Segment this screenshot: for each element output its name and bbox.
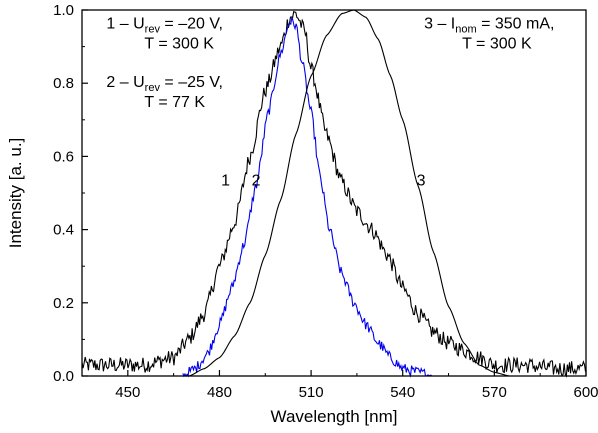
annotation-line2: T = 300 K (144, 35, 214, 52)
x-tick-label: 510 (299, 384, 324, 401)
series-line-1 (81, 10, 587, 378)
x-tick-label: 480 (207, 384, 232, 401)
y-tick-label: 0.6 (53, 148, 74, 165)
y-tick-label: 0.0 (53, 368, 74, 385)
annotation-line1: 1 – Urev = –20 V, (106, 15, 223, 35)
annotation-3: 3 – Inom = 350 mA,T = 300 K (424, 15, 554, 52)
annotation-1: 1 – Urev = –20 V,T = 300 K (106, 15, 223, 52)
annotation-line1: 2 – Urev = –25 V, (106, 74, 223, 94)
annotation-line2: T = 77 K (144, 94, 205, 111)
x-tick-label: 450 (115, 384, 140, 401)
x-tick-label: 540 (390, 384, 415, 401)
x-tick-label: 570 (482, 384, 507, 401)
curve-label-3: 3 (417, 173, 426, 190)
annotation-line2: T = 300 K (462, 35, 532, 52)
y-tick-label: 0.8 (53, 75, 74, 92)
y-tick-label: 0.4 (53, 222, 74, 239)
y-tick-label: 0.2 (53, 295, 74, 312)
y-axis-title: Intensity [a. u.] (6, 138, 25, 249)
annotations: 1 2 31 – Urev = –20 V,T = 300 K2 – Urev = … (106, 15, 554, 189)
curve-label-1: 1 (221, 173, 230, 190)
plot-curves (81, 9, 587, 378)
annotation-2: 2 – Urev = –25 V,T = 77 K (106, 74, 223, 111)
plot-frame (81, 9, 587, 377)
series-line-2 (182, 17, 433, 378)
y-tick-label: 1.0 (53, 2, 74, 19)
x-tick-label: 600 (573, 384, 598, 401)
x-axis-title: Wavelength [nm] (271, 407, 398, 426)
series-line-3 (188, 9, 510, 377)
annotation-line1: 3 – Inom = 350 mA, (424, 15, 554, 35)
axis-ticks: 450 480 510 540 570 600 0.0 0.2 0.4 0.6 0.8 1.0 (53, 2, 598, 401)
curve-label-2: 2 (252, 173, 261, 190)
